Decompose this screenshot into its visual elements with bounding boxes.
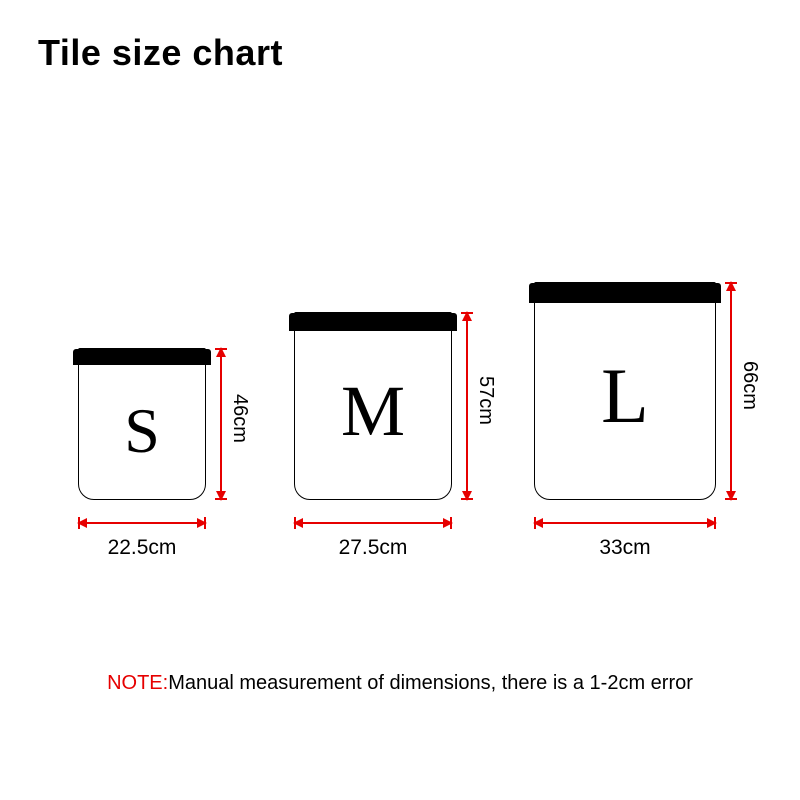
height-dimension-line xyxy=(466,312,468,500)
width-label: 22.5cm xyxy=(78,536,206,560)
width-dimension-line xyxy=(78,522,206,524)
size-letter: S xyxy=(79,399,205,463)
height-label: 46cm xyxy=(228,394,251,443)
height-label: 66cm xyxy=(738,361,761,410)
width-dimension-line xyxy=(294,522,452,524)
note-text: Manual measurement of dimensions, there … xyxy=(168,672,693,694)
width-dimension-line xyxy=(534,522,716,524)
note-line: NOTE:Manual measurement of dimensions, t… xyxy=(0,672,800,695)
height-label: 57cm xyxy=(474,376,497,425)
width-label: 33cm xyxy=(534,536,716,560)
container-s: S xyxy=(78,348,206,500)
container-lid xyxy=(289,313,457,331)
size-letter: M xyxy=(295,375,451,447)
container-lid xyxy=(529,283,721,303)
container-lid xyxy=(73,349,211,365)
container-m: M xyxy=(294,312,452,500)
height-dimension-line xyxy=(220,348,222,500)
note-prefix: NOTE: xyxy=(107,672,168,694)
height-dimension-line xyxy=(730,282,732,500)
container-l: L xyxy=(534,282,716,500)
size-letter: L xyxy=(535,357,715,435)
width-label: 27.5cm xyxy=(294,536,452,560)
